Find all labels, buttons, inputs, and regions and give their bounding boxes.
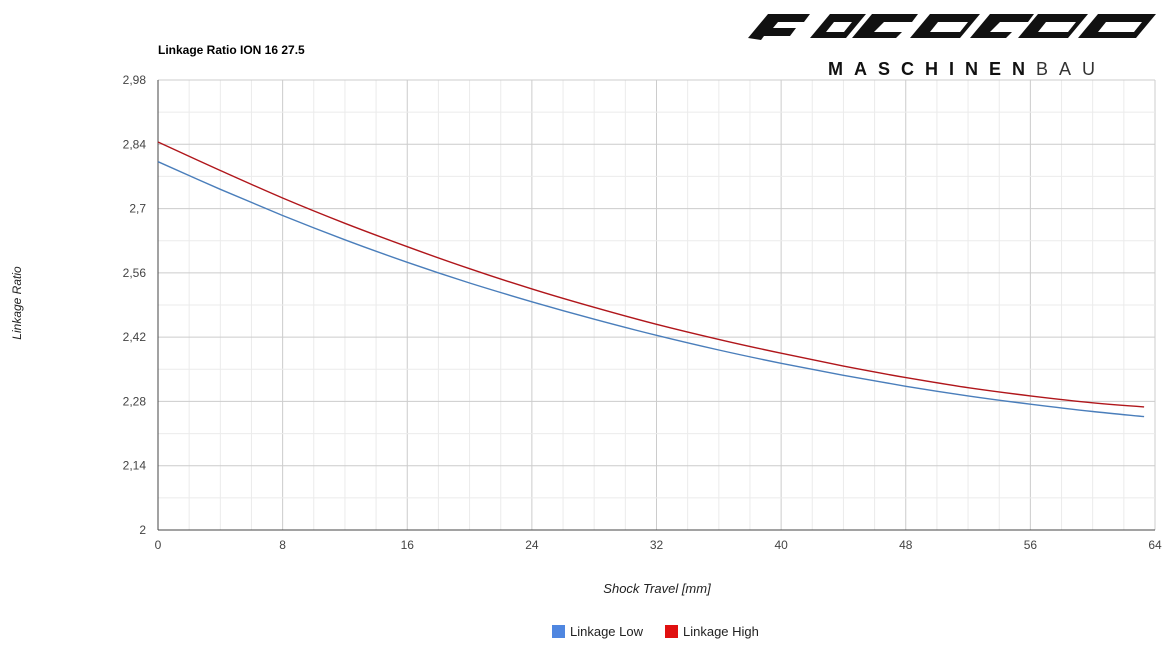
brand-logo-mark — [748, 14, 1156, 40]
chart-title: Linkage Ratio ION 16 27.5 — [158, 43, 305, 57]
brand-tagline: MASCHINENBAU — [828, 59, 1106, 80]
brand-tagline-light: BAU — [1036, 59, 1107, 79]
x-tick-label: 8 — [279, 538, 286, 552]
y-tick-label: 2,28 — [123, 394, 147, 408]
x-tick-label: 16 — [401, 538, 415, 552]
x-tick-label: 24 — [525, 538, 539, 552]
y-tick-label: 2,98 — [123, 73, 147, 87]
x-tick-label: 48 — [899, 538, 913, 552]
y-tick-label: 2,56 — [123, 266, 147, 280]
y-tick-label: 2 — [139, 523, 146, 537]
x-axis-label: Shock Travel [mm] — [603, 581, 711, 596]
chart-gridlines — [157, 79, 1156, 531]
legend-item-linkage-low[interactable]: Linkage Low — [552, 624, 643, 639]
line-chart: 0 8 16 24 32 40 48 56 64 2 2,14 2,28 2,42 2,56 2,7 2,84… — [123, 73, 1162, 552]
brand-logo: MASCHINENBAU — [748, 10, 1158, 79]
y-tick-label: 2,7 — [129, 202, 146, 216]
y-tick-label: 2,42 — [123, 330, 147, 344]
legend-swatch-linkage-high — [665, 625, 678, 638]
y-axis-label: Linkage Ratio — [10, 266, 24, 340]
x-tick-label: 32 — [650, 538, 664, 552]
brand-tagline-bold: MASCHINEN — [828, 59, 1037, 79]
legend-label-linkage-low: Linkage Low — [570, 624, 643, 639]
x-tick-label: 40 — [774, 538, 788, 552]
x-tick-label: 0 — [155, 538, 162, 552]
series-line-linkage-low — [157, 161, 1145, 418]
chart-legend: Linkage Low Linkage High — [552, 624, 759, 639]
y-tick-label: 2,84 — [123, 137, 147, 151]
legend-label-linkage-high: Linkage High — [683, 624, 759, 639]
series-line-linkage-high — [157, 141, 1145, 408]
x-tick-label: 64 — [1148, 538, 1162, 552]
x-tick-label: 56 — [1024, 538, 1038, 552]
y-tick-label: 2,14 — [123, 459, 147, 473]
legend-item-linkage-high[interactable]: Linkage High — [665, 624, 759, 639]
legend-swatch-linkage-low — [552, 625, 565, 638]
